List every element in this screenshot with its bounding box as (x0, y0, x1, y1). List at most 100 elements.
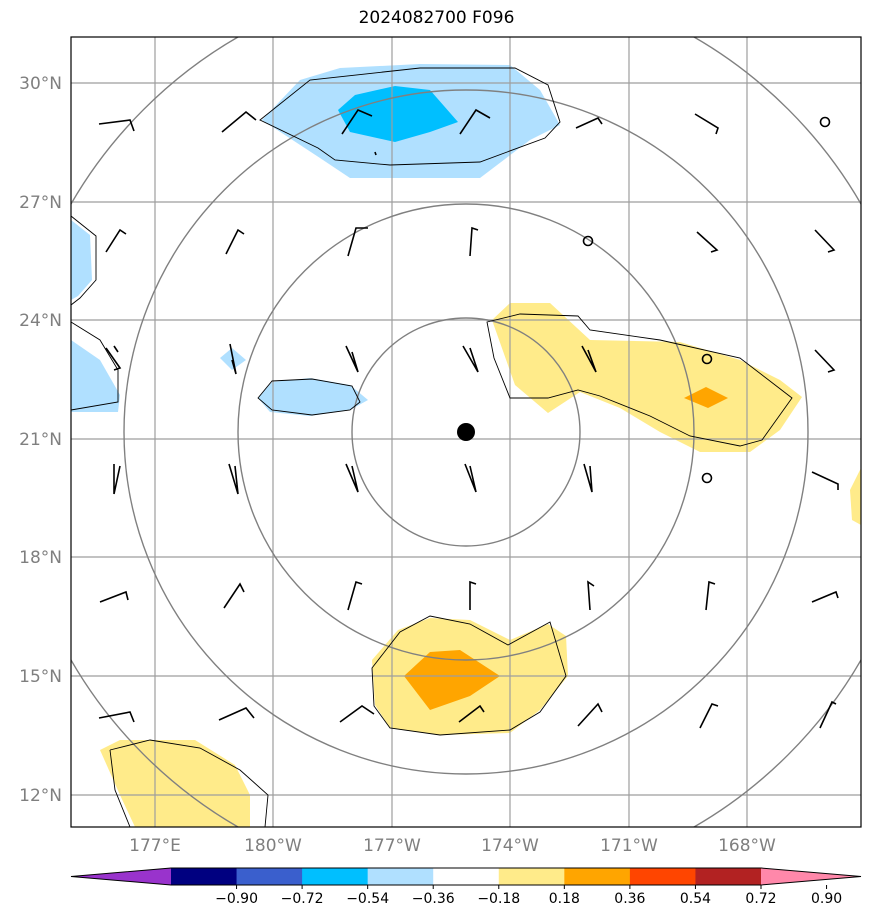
colorbar-segment (236, 868, 303, 885)
map-border (70, 36, 862, 828)
wind-barb (339, 705, 375, 723)
wind-barb (98, 711, 135, 723)
wind-barb-dot (374, 151, 377, 156)
colorbar-segment (302, 868, 369, 885)
longitude-labels: 177°E 180°W 177°W 174°W 171°W 168°W (129, 836, 776, 856)
colorbar-tick-label: −0.36 (412, 891, 455, 907)
wind-barb (221, 110, 257, 133)
center-marker (457, 423, 475, 441)
wind-barb (581, 345, 597, 373)
wind-barb (464, 463, 477, 493)
wind-barb (99, 590, 129, 603)
wind-barb (345, 463, 359, 493)
lon-label: 168°W (718, 836, 776, 856)
colorbar-tick-label: −0.90 (215, 891, 258, 907)
lat-label: 21°N (19, 430, 62, 450)
wind-barb (223, 582, 245, 609)
range-rings (71, 37, 861, 827)
wind-barb (105, 228, 127, 253)
contour-line-center (257, 378, 361, 416)
calm-marker (701, 472, 713, 484)
wind-barb (811, 590, 839, 603)
light-blue-region-west2 (71, 340, 120, 412)
wind-barb (228, 463, 239, 495)
wind-barb (347, 227, 368, 257)
calm-marker (819, 116, 831, 128)
colorbar-tick-label: 0.18 (549, 891, 580, 907)
latitude-labels: 30°N 27°N 24°N 21°N 18°N 15°N 12°N (19, 74, 62, 806)
gridlines (71, 37, 861, 827)
wind-barb (225, 228, 245, 255)
colorbar: −0.90 −0.72 −0.54 −0.36 −0.18 0.18 0.36 0.54 0.7… (70, 867, 862, 907)
calm-marker (701, 353, 713, 365)
wind-barb (583, 463, 593, 493)
wind-barb (469, 226, 479, 257)
wind-barb (814, 229, 836, 253)
wind-barb (229, 343, 237, 375)
colorbar-segment (695, 868, 762, 885)
yellow-region-far-east (850, 468, 861, 525)
contour-line-north (259, 67, 561, 166)
contour-line-south (371, 615, 567, 736)
wind-barb (694, 113, 719, 135)
wind-barb (699, 703, 719, 729)
wind-barb (705, 580, 716, 611)
map-title: 2024082700 F096 (358, 8, 515, 28)
colorbar-tick-label: 0.72 (745, 891, 776, 907)
lon-label: 177°W (363, 836, 421, 856)
lat-label: 12°N (19, 786, 62, 806)
colorbar-segment (629, 868, 696, 885)
wind-barb (819, 700, 837, 729)
colorbar-tick-label: 0.36 (614, 891, 645, 907)
contour-line-west2 (71, 321, 119, 411)
colorbar-tick-label: −0.54 (346, 891, 389, 907)
map-area (71, 37, 861, 827)
light-blue-region-west (71, 220, 92, 300)
wind-barb (98, 119, 135, 132)
colorbar-tick-label: −0.72 (281, 891, 324, 907)
lat-label: 18°N (19, 548, 62, 568)
lon-label: 174°W (481, 836, 539, 856)
range-ring-2 (237, 203, 695, 661)
wind-barb (345, 345, 359, 373)
wind-barb (469, 580, 477, 610)
range-ring-3 (123, 89, 809, 775)
contour-line-southwest (109, 739, 269, 827)
colorbar-segment (71, 868, 171, 885)
calm-marker (582, 235, 594, 247)
wind-barb (587, 580, 595, 611)
contour-lines (71, 67, 793, 827)
lat-label: 30°N (19, 74, 62, 94)
colorbar-segment (498, 868, 565, 885)
wind-barb (458, 704, 485, 723)
lat-label: 24°N (19, 311, 62, 331)
range-ring-1 (351, 317, 581, 547)
colorbar-segment (564, 868, 631, 885)
wind-barb (347, 580, 363, 611)
colorbar-tick-label: 0.90 (811, 891, 842, 907)
lon-label: 177°E (129, 836, 181, 856)
wind-barb (105, 345, 122, 371)
light-blue-region-center (258, 378, 368, 416)
contour-fills (71, 64, 861, 827)
lon-label: 180°W (244, 836, 302, 856)
wind-barb (113, 464, 121, 495)
orange-region-east (684, 387, 728, 408)
colorbar-segment (761, 868, 861, 885)
wind-barb (814, 349, 836, 373)
blue-region-north (338, 86, 458, 142)
wind-barb (811, 471, 839, 490)
colorbar-tick-label: −0.18 (477, 891, 520, 907)
wind-barb (341, 109, 373, 135)
wind-barb (696, 231, 719, 253)
lat-label: 15°N (19, 667, 62, 687)
colorbar-segment (171, 868, 238, 885)
colorbar-segment (433, 868, 500, 885)
wind-barb (459, 108, 491, 135)
colorbar-tick-label: 0.54 (680, 891, 711, 907)
wind-barbs (98, 108, 839, 729)
contour-line-west (71, 215, 97, 306)
contour-line-east (486, 313, 793, 447)
calm-wind-markers (582, 116, 831, 484)
